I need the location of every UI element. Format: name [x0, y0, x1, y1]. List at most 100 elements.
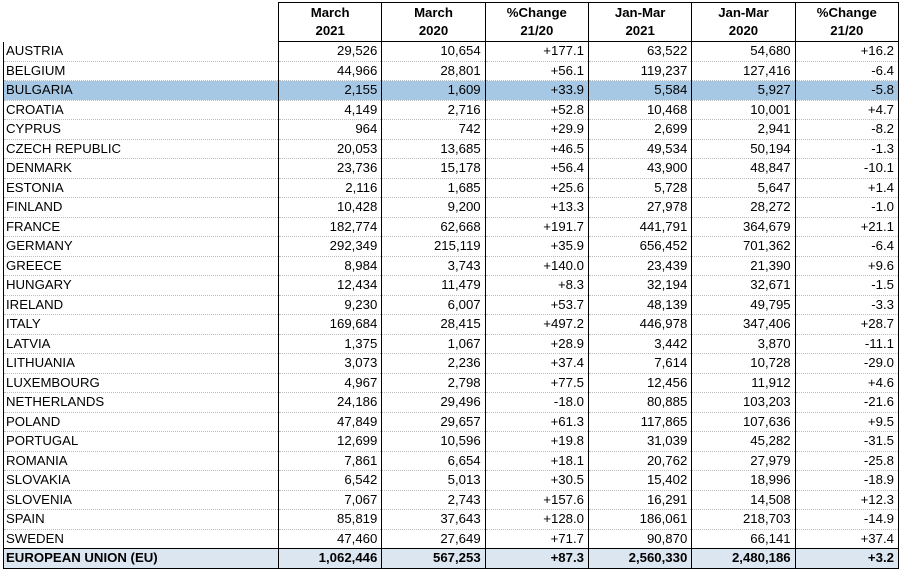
value-cell: 43,900 [587, 158, 693, 179]
value-cell: 47,460 [277, 529, 383, 549]
value-cell: 107,636 [691, 412, 796, 432]
table-row: CYPRUS 964 742 +29.9 2,699 2,941 -8.2 [3, 119, 899, 140]
value-cell: 13,685 [381, 139, 486, 159]
table-header: March 2021 March 2020 %Change 21/20 Jan-Mar 202… [3, 2, 899, 42]
value-cell: 28,272 [691, 197, 796, 218]
table-row: CROATIA 4,149 2,716 +52.8 10,468 10,001 +4.7 [3, 100, 899, 120]
table-row: SLOVAKIA 6,542 5,013 +30.5 15,402 18,996 -18.9 [3, 470, 899, 491]
value-cell: +28.7 [794, 314, 899, 335]
value-cell: 742 [381, 119, 486, 140]
value-cell: 2,480,186 [691, 548, 796, 569]
value-cell: +1.4 [794, 178, 899, 198]
value-cell: 49,795 [691, 295, 796, 315]
header-blank-cell [3, 2, 279, 42]
value-cell: +25.6 [484, 178, 589, 198]
column-header: %Change 21/20 [794, 2, 899, 42]
value-cell: -29.0 [794, 353, 899, 374]
value-cell: 1,685 [381, 178, 486, 198]
value-cell: 2,716 [381, 100, 486, 120]
value-cell: 117,865 [587, 412, 693, 432]
value-cell: +56.4 [484, 158, 589, 179]
value-cell: 10,468 [587, 100, 693, 120]
value-cell: 6,542 [277, 470, 383, 491]
country-name-cell: AUSTRIA [3, 41, 279, 62]
value-cell: 20,762 [587, 451, 693, 471]
column-header-line2: 2021 [315, 23, 345, 38]
country-name-cell: CYPRUS [3, 119, 279, 140]
value-cell: 6,007 [381, 295, 486, 315]
table-row: POLAND 47,849 29,657 +61.3 117,865 107,636 +9.… [3, 412, 899, 432]
value-cell: -6.4 [794, 236, 899, 257]
table-row: SWEDEN 47,460 27,649 +71.7 90,870 66,141 +37.4 [3, 529, 899, 549]
value-cell: 16,291 [587, 490, 693, 510]
value-cell: +33.9 [484, 80, 589, 101]
value-cell: 2,699 [587, 119, 693, 140]
value-cell: 1,067 [381, 334, 486, 354]
value-cell: 3,870 [691, 334, 796, 354]
column-header: March 2021 [277, 2, 383, 42]
total-row: EUROPEAN UNION (EU) 1,062,446 567,253 +87.3… [3, 548, 899, 569]
value-cell: +35.9 [484, 236, 589, 257]
value-cell: +71.7 [484, 529, 589, 549]
table-row: LITHUANIA 3,073 2,236 +37.4 7,614 10,728 -29.0 [3, 353, 899, 374]
value-cell: +8.3 [484, 275, 589, 296]
value-cell: 292,349 [277, 236, 383, 257]
value-cell: 2,116 [277, 178, 383, 198]
value-cell: 11,479 [381, 275, 486, 296]
value-cell: +53.7 [484, 295, 589, 315]
value-cell: -18.0 [484, 392, 589, 413]
table-row: ROMANIA 7,861 6,654 +18.1 20,762 27,979 -25.8 [3, 451, 899, 471]
value-cell: 90,870 [587, 529, 693, 549]
value-cell: 2,155 [277, 80, 383, 101]
value-cell: 7,861 [277, 451, 383, 471]
value-cell: 10,596 [381, 431, 486, 452]
value-cell: 441,791 [587, 217, 693, 237]
value-cell: -10.1 [794, 158, 899, 179]
value-cell: 49,534 [587, 139, 693, 159]
country-name-cell: DENMARK [3, 158, 279, 179]
value-cell: 31,039 [587, 431, 693, 452]
value-cell: 15,178 [381, 158, 486, 179]
table-row: BELGIUM 44,966 28,801 +56.1 119,237 127,416 -6… [3, 61, 899, 81]
column-header: Jan-Mar 2020 [691, 2, 796, 42]
value-cell: 186,061 [587, 509, 693, 530]
country-name-cell: PORTUGAL [3, 431, 279, 452]
value-cell: 29,496 [381, 392, 486, 413]
value-cell: +56.1 [484, 61, 589, 81]
value-cell: 1,609 [381, 80, 486, 101]
column-header-line2: 2020 [418, 23, 449, 38]
value-cell: 45,282 [691, 431, 796, 452]
country-name-cell: IRELAND [3, 295, 279, 315]
country-name-cell: GREECE [3, 256, 279, 276]
value-cell: 7,614 [587, 353, 693, 374]
value-cell: 3,743 [381, 256, 486, 276]
value-cell: 23,439 [587, 256, 693, 276]
value-cell: +4.7 [794, 100, 899, 120]
country-name-cell: LATVIA [3, 334, 279, 354]
country-name-cell: BELGIUM [3, 61, 279, 81]
value-cell: 12,434 [277, 275, 383, 296]
value-cell: +9.6 [794, 256, 899, 276]
value-cell: 5,584 [587, 80, 693, 101]
registrations-table: March 2021 March 2020 %Change 21/20 Jan-Mar 202… [3, 2, 899, 569]
value-cell: 10,001 [691, 100, 796, 120]
value-cell: +87.3 [484, 548, 589, 569]
value-cell: +61.3 [484, 412, 589, 432]
value-cell: 66,141 [691, 529, 796, 549]
column-header: %Change 21/20 [484, 2, 589, 42]
value-cell: -1.5 [794, 275, 899, 296]
value-cell: 29,526 [277, 41, 383, 62]
value-cell: 32,194 [587, 275, 693, 296]
value-cell: 182,774 [277, 217, 383, 237]
value-cell: -8.2 [794, 119, 899, 140]
country-name-cell: SLOVENIA [3, 490, 279, 510]
value-cell: 11,912 [691, 373, 796, 393]
value-cell: +37.4 [794, 529, 899, 549]
value-cell: -3.3 [794, 295, 899, 315]
value-cell: 44,966 [277, 61, 383, 81]
value-cell: 18,996 [691, 470, 796, 491]
value-cell: 9,200 [381, 197, 486, 218]
value-cell: -11.1 [794, 334, 899, 354]
value-cell: 4,149 [277, 100, 383, 120]
value-cell: +4.6 [794, 373, 899, 393]
